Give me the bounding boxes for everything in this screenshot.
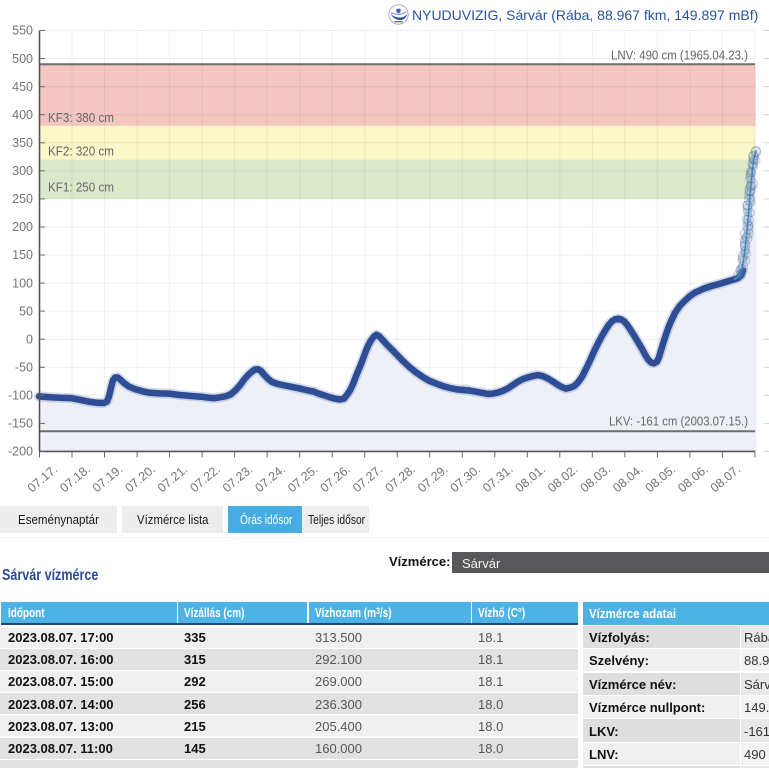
- svg-text:07.25.: 07.25.: [285, 462, 321, 495]
- svg-text:300: 300: [12, 164, 33, 178]
- svg-text:08.02.: 08.02.: [545, 462, 581, 495]
- svg-text:100: 100: [12, 276, 33, 290]
- svg-text:07.19.: 07.19.: [90, 462, 126, 495]
- svg-text:KF3: 380 cm: KF3: 380 cm: [48, 111, 114, 125]
- svg-text:07.26.: 07.26.: [317, 462, 353, 495]
- svg-text:550: 550: [12, 24, 33, 38]
- svg-text:07.29.: 07.29.: [415, 462, 451, 495]
- svg-text:-200: -200: [8, 445, 33, 459]
- svg-text:07.23.: 07.23.: [220, 462, 256, 495]
- svg-text:07.28.: 07.28.: [382, 462, 418, 495]
- svg-text:50: 50: [19, 304, 33, 318]
- svg-text:08.05.: 08.05.: [643, 462, 679, 495]
- svg-text:07.18.: 07.18.: [57, 462, 93, 495]
- svg-text:150: 150: [12, 248, 33, 262]
- svg-text:07.27.: 07.27.: [350, 462, 386, 495]
- svg-text:07.31.: 07.31.: [480, 462, 516, 495]
- svg-text:LNV: 490 cm (1965.04.23.): LNV: 490 cm (1965.04.23.): [611, 49, 748, 63]
- svg-text:08.07.: 08.07.: [708, 462, 744, 495]
- svg-text:07.21.: 07.21.: [155, 462, 191, 495]
- svg-text:250: 250: [12, 192, 33, 206]
- svg-text:-50: -50: [15, 361, 33, 375]
- svg-text:08.01.: 08.01.: [513, 462, 549, 495]
- svg-text:500: 500: [12, 52, 33, 66]
- svg-text:450: 450: [12, 80, 33, 94]
- svg-text:LKV: -161 cm (2003.07.15.): LKV: -161 cm (2003.07.15.): [609, 415, 748, 429]
- svg-text:08.06.: 08.06.: [675, 462, 711, 495]
- svg-text:KF1: 250 cm: KF1: 250 cm: [48, 181, 114, 195]
- svg-text:08.04.: 08.04.: [610, 462, 646, 495]
- svg-text:07.22.: 07.22.: [187, 462, 223, 495]
- svg-text:07.24.: 07.24.: [252, 462, 288, 495]
- svg-text:350: 350: [12, 136, 33, 150]
- svg-text:07.20.: 07.20.: [122, 462, 158, 495]
- svg-text:-150: -150: [8, 417, 33, 431]
- svg-text:400: 400: [12, 108, 33, 122]
- svg-text:200: 200: [12, 220, 33, 234]
- svg-text:08.03.: 08.03.: [578, 462, 614, 495]
- svg-text:KF2: 320 cm: KF2: 320 cm: [48, 145, 114, 159]
- svg-text:07.17.: 07.17.: [25, 462, 61, 495]
- svg-text:07.30.: 07.30.: [448, 462, 484, 495]
- svg-text:0: 0: [26, 332, 33, 346]
- svg-text:-100: -100: [8, 389, 33, 403]
